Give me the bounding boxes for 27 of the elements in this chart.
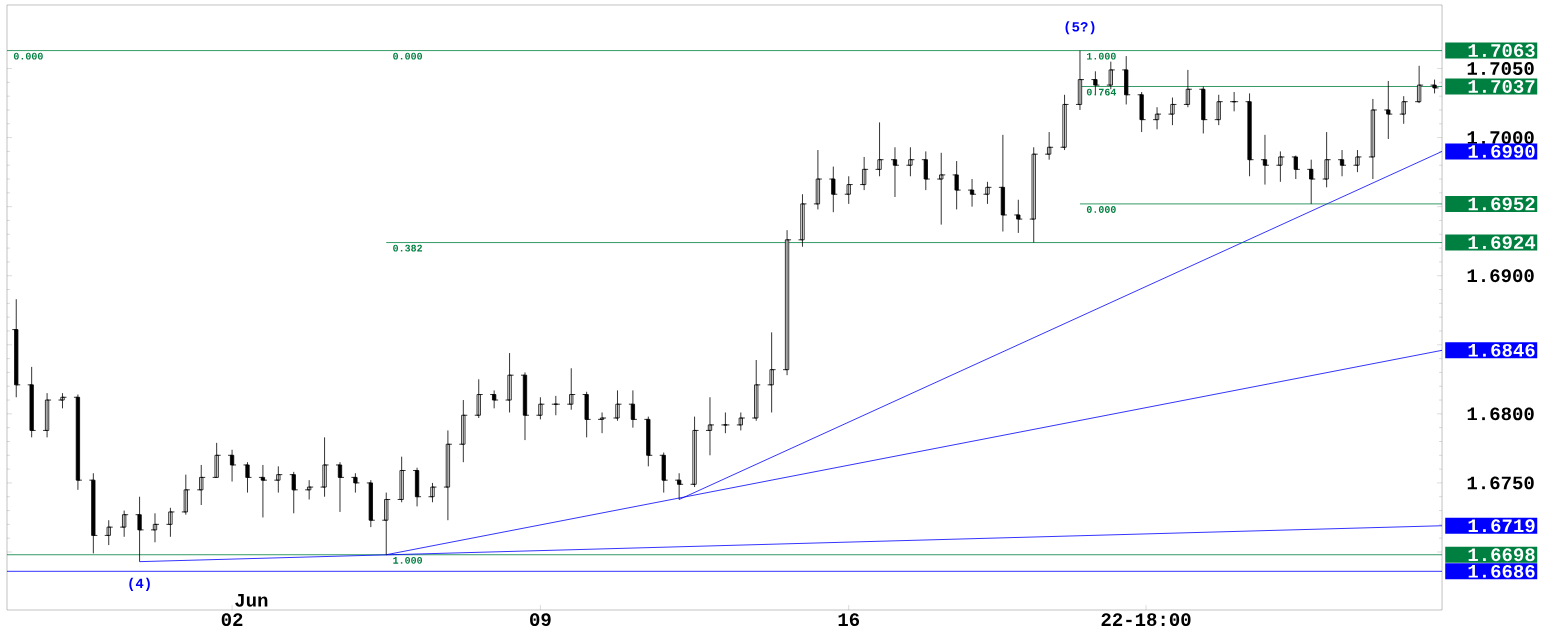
y-tick-label: 1.7050 bbox=[1467, 62, 1534, 75]
annotation: 0.382 bbox=[393, 244, 423, 252]
x-tick-label: 16 bbox=[838, 613, 860, 627]
ref-line-label: 1.7063 bbox=[1468, 44, 1535, 58]
annotation: (5?) bbox=[1065, 21, 1095, 35]
annotation: (4) bbox=[129, 577, 150, 591]
y-tick-label: 1.6750 bbox=[1467, 476, 1534, 490]
x-tick-label: 09 bbox=[530, 613, 551, 627]
data-label: 1.6990 bbox=[1468, 144, 1535, 158]
data-label: 1.6924 bbox=[1468, 236, 1536, 250]
annotation: Jun bbox=[235, 594, 268, 607]
annotation: 0.000 bbox=[393, 52, 423, 60]
data-label: 1.6719 bbox=[1468, 519, 1535, 533]
data-label: 1.6846 bbox=[1468, 343, 1535, 357]
y-tick-label: 1.7000 bbox=[1467, 131, 1534, 145]
y-tick-label: 1.6900 bbox=[1467, 269, 1534, 283]
data-label: 1.6952 bbox=[1468, 197, 1535, 211]
x-tick-label: 02 bbox=[221, 613, 243, 627]
annotation: 1.000 bbox=[1087, 52, 1116, 60]
y-tick-label: 1.6800 bbox=[1467, 407, 1534, 421]
annotation: 0.000 bbox=[1086, 206, 1116, 213]
data-label: 1.7037 bbox=[1468, 80, 1535, 93]
annotation: 0.000 bbox=[13, 52, 43, 60]
ref-line-label: 1.6686 bbox=[1468, 564, 1535, 578]
x-tick-label: 22-18:00 bbox=[1101, 613, 1191, 627]
annotation: 1.000 bbox=[393, 556, 423, 564]
ref-line-label: 1.6698 bbox=[1468, 548, 1535, 562]
